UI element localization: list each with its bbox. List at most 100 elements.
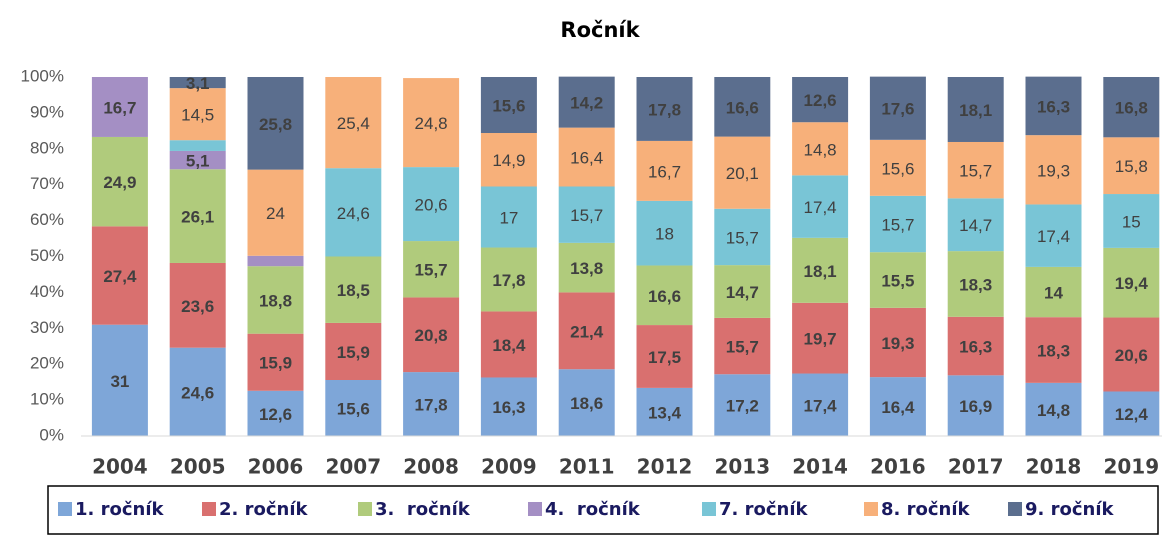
data-label: 25,8	[259, 115, 292, 134]
bar-segment	[325, 322, 382, 380]
data-label: 27,4	[103, 267, 137, 286]
bar-segment	[792, 77, 849, 123]
bar-segment	[869, 195, 926, 253]
bar-segment	[792, 302, 849, 374]
data-label: 19,4	[1115, 274, 1149, 293]
bar-segment	[792, 122, 849, 176]
data-label: 15,7	[881, 215, 914, 234]
bar-segment	[558, 186, 615, 243]
y-tick-label: 40%	[30, 282, 64, 301]
data-label: 16,9	[959, 397, 992, 416]
data-label: 15,6	[881, 159, 914, 178]
bar-segment	[947, 251, 1004, 317]
bar-segment	[480, 311, 537, 378]
bar-segment	[558, 369, 615, 436]
data-label: 14,8	[804, 140, 837, 159]
bar-segment	[403, 297, 460, 373]
data-label: 17,2	[726, 397, 759, 416]
x-tick-label: 2012	[637, 455, 693, 479]
x-tick-label: 2006	[248, 455, 304, 479]
bar-segment	[792, 237, 849, 303]
bar-segment	[636, 140, 693, 201]
data-label: 18,8	[259, 291, 292, 310]
bar-segment	[714, 317, 771, 375]
bar-segment	[869, 307, 926, 378]
bar-segment	[558, 292, 615, 370]
bar-segment	[869, 139, 926, 196]
bar-segment	[247, 266, 304, 334]
bar-segment	[714, 77, 771, 137]
bar-segment	[636, 387, 693, 436]
y-tick-label: 80%	[30, 138, 64, 157]
bar-segment	[869, 252, 926, 308]
y-tick-label: 0%	[39, 425, 64, 444]
bar-segment	[1103, 317, 1160, 392]
data-label: 15,7	[726, 338, 759, 357]
data-label: 15,6	[492, 96, 525, 115]
legend-label: 7. ročník	[719, 499, 809, 520]
x-tick-label: 2007	[325, 455, 381, 479]
bar-segment	[1025, 317, 1082, 383]
data-label: 16,7	[648, 162, 681, 181]
data-label: 18,3	[959, 275, 992, 294]
bar-segment	[91, 136, 148, 227]
bar-segment	[792, 175, 849, 238]
data-label: 25,4	[337, 114, 370, 133]
bar-segment	[792, 373, 849, 436]
data-label: 18,5	[337, 281, 370, 300]
y-tick-label: 100%	[21, 66, 64, 85]
data-label: 15,5	[881, 271, 914, 290]
data-label: 14,8	[1037, 401, 1070, 420]
bar-segment	[480, 247, 537, 312]
bar-segment	[714, 136, 771, 209]
legend-swatch	[202, 502, 216, 516]
data-label: 15	[1122, 212, 1141, 231]
data-label: 17,4	[804, 396, 838, 415]
x-tick-label: 2013	[714, 455, 770, 479]
bar-segment	[1103, 391, 1160, 436]
data-label: 18,1	[804, 262, 837, 281]
bar-segment	[1103, 247, 1160, 318]
bar-segment	[403, 167, 460, 242]
data-label: 24,9	[103, 173, 136, 192]
bar-segment	[169, 262, 226, 348]
data-label: 14,2	[570, 94, 603, 113]
data-label: 19,3	[881, 334, 914, 353]
bar-segment	[403, 372, 460, 436]
bar-segment	[558, 127, 615, 187]
bar-segment	[247, 390, 304, 436]
bar-segment	[1103, 137, 1160, 195]
data-label: 17,4	[1037, 227, 1070, 246]
data-label: 13,4	[648, 403, 682, 422]
data-label: 17,8	[415, 396, 448, 415]
bar-segment	[714, 265, 771, 318]
data-label: 18,1	[959, 101, 992, 120]
bar-segment	[247, 255, 304, 267]
bar-segment	[947, 375, 1004, 436]
bar-segment	[714, 374, 771, 436]
bar-segment	[869, 76, 926, 140]
y-tick-label: 20%	[30, 354, 64, 373]
data-label: 20,1	[726, 164, 759, 183]
data-label: 12,6	[804, 91, 837, 110]
data-label: 23,6	[181, 297, 214, 316]
bar-segment	[247, 169, 304, 256]
legend-swatch	[1008, 502, 1022, 516]
bar-segment	[325, 77, 382, 169]
bar-segment	[1025, 76, 1082, 136]
chart-title: Ročník	[560, 18, 640, 42]
bar-segment	[247, 333, 304, 391]
data-label: 20,6	[1115, 346, 1148, 365]
bar-segment	[169, 77, 226, 89]
data-label: 14	[1044, 284, 1063, 303]
bar-segment	[403, 78, 460, 168]
data-label: 14,5	[181, 106, 214, 125]
bar-segment	[325, 256, 382, 323]
bar-segment	[714, 208, 771, 266]
legend-label: 8. ročník	[881, 499, 971, 520]
data-label: 24,6	[181, 383, 214, 402]
legend-swatch	[358, 502, 372, 516]
legend-swatch	[864, 502, 878, 516]
x-tick-label: 2009	[481, 455, 537, 479]
data-label: 18	[655, 225, 674, 244]
